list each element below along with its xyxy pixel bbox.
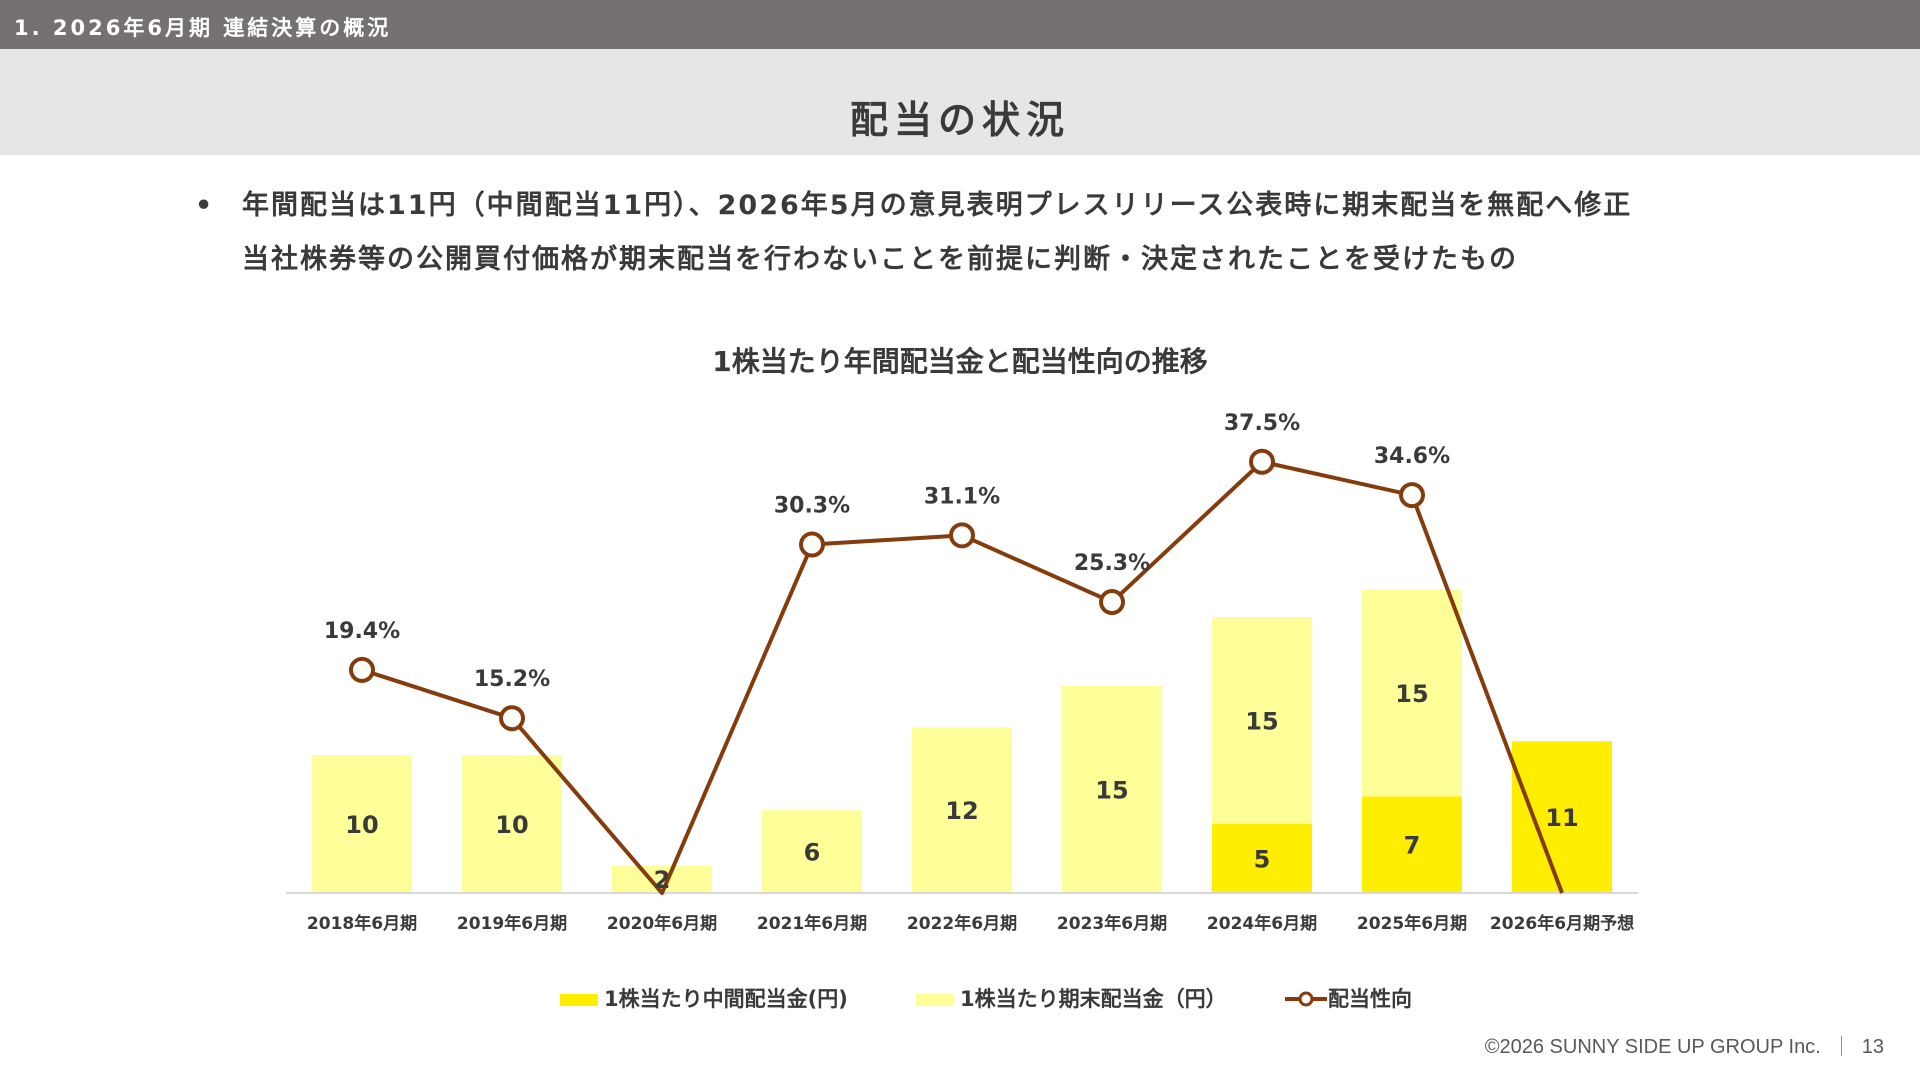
payout-data-label: 31.1%: [924, 484, 1000, 509]
x-tick-label: 2020年6月期: [607, 913, 717, 934]
x-tick-label: 2018年6月期: [307, 913, 417, 934]
x-tick-label: 2021年6月期: [757, 913, 867, 934]
footer-divider: [1840, 1036, 1842, 1056]
chart-title: 1株当たり年間配当金と配当性向の推移: [712, 345, 1208, 378]
bars-layer: [312, 589, 1612, 893]
legend-swatch-year-end: [916, 994, 954, 1006]
x-tick-label: 2019年6月期: [457, 913, 567, 934]
bar-label-year-end: 15: [1395, 680, 1428, 708]
bar-interim: [1512, 741, 1612, 893]
bar-label-year-end: 10: [495, 811, 528, 839]
payout-marker: [949, 522, 975, 549]
section-title: 1. 2026年6月期 連結決算の概況: [14, 16, 392, 40]
payout-line-layer: [349, 448, 1564, 895]
legend-label-payout: 配当性向: [1328, 987, 1412, 1011]
bar-label-interim: 5: [1254, 846, 1271, 874]
bar-label-year-end: 15: [1095, 777, 1128, 805]
bar-year-end: [912, 727, 1012, 893]
footer: ©2026 SUNNY SIDE UP GROUP Inc. 13: [1485, 1036, 1884, 1059]
bullet-line-2: 当社株券等の公開買付価格が期末配当を行わないことを前提に判断・決定されたことを受…: [242, 244, 1518, 275]
payout-marker: [1249, 448, 1275, 475]
payout-data-label: 15.2%: [474, 667, 550, 692]
payout-marker: [499, 705, 525, 732]
bar-year-end: [462, 755, 562, 893]
payout-data-label: 30.3%: [774, 494, 850, 519]
x-tick-label: 2026年6月期予想: [1490, 913, 1634, 934]
bar-label-interim: 7: [1404, 832, 1421, 860]
payout-marker: [349, 656, 375, 683]
bar-year-end: [762, 810, 862, 893]
bullet-item: • 年間配当は11円（中間配当11円）、2026年5月の意見表明プレスリリース公…: [195, 186, 1798, 240]
bar-label-year-end: 15: [1245, 708, 1278, 736]
payout-marker: [1399, 482, 1425, 509]
legend-label-interim: 1株当たり中間配当金(円): [604, 987, 848, 1011]
bullet-item-continued: 当社株券等の公開買付価格が期末配当を行わないことを前提に判断・決定されたことを受…: [198, 240, 1798, 294]
bar-label-interim: 11: [1545, 804, 1578, 832]
bar-year-end: [312, 755, 412, 893]
page-number: 13: [1861, 1036, 1884, 1058]
bar-label-year-end: 12: [945, 797, 978, 825]
payout-marker: [799, 531, 825, 558]
copyright: ©2026 SUNNY SIDE UP GROUP Inc.: [1484, 1036, 1821, 1058]
bar-label-year-end: 10: [345, 811, 378, 839]
payout-data-label: 34.6%: [1374, 444, 1450, 469]
x-tick-label: 2025年6月期: [1357, 913, 1467, 934]
x-tick-label: 2024年6月期: [1207, 913, 1317, 934]
legend-swatch-payout: [1285, 991, 1327, 1007]
bar-year-end: [1362, 589, 1462, 797]
bar-label-year-end: 6: [804, 839, 821, 867]
bar-year-end: [1062, 686, 1162, 893]
labels-layer: 10 2018年6月期 10 2019年6月期 2 2020年6月期 6 2021年6月期 12…: [307, 411, 1634, 934]
bullet-marker: •: [195, 190, 215, 221]
bar-label-year-end: 2: [654, 866, 671, 894]
section-bar: 1. 2026年6月期 連結決算の概況: [0, 0, 1920, 49]
bar-interim: [1212, 824, 1312, 893]
x-tick-label: 2022年6月期: [907, 913, 1017, 934]
payout-data-label: 19.4%: [324, 619, 400, 644]
bar-year-end: [1212, 617, 1312, 824]
bullet-list: • 年間配当は11円（中間配当11円）、2026年5月の意見表明プレスリリース公…: [195, 186, 1798, 294]
chart-legend: 1株当たり中間配当金(円) 1株当たり期末配当金（円） 配当性向: [0, 984, 1920, 1014]
title-bar: [0, 49, 1920, 155]
payout-marker: [1099, 589, 1125, 616]
payout-data-label: 25.3%: [1074, 551, 1150, 576]
x-tick-label: 2023年6月期: [1057, 913, 1167, 934]
bar-interim: [1362, 796, 1462, 893]
legend-label-year-end: 1株当たり期末配当金（円）: [960, 987, 1227, 1011]
page-title: 配当の状況: [849, 98, 1070, 142]
bullet-line-1: 年間配当は11円（中間配当11円）、2026年5月の意見表明プレスリリース公表時…: [242, 190, 1633, 221]
legend-swatch-interim: [560, 994, 598, 1006]
payout-data-label: 37.5%: [1224, 411, 1300, 436]
